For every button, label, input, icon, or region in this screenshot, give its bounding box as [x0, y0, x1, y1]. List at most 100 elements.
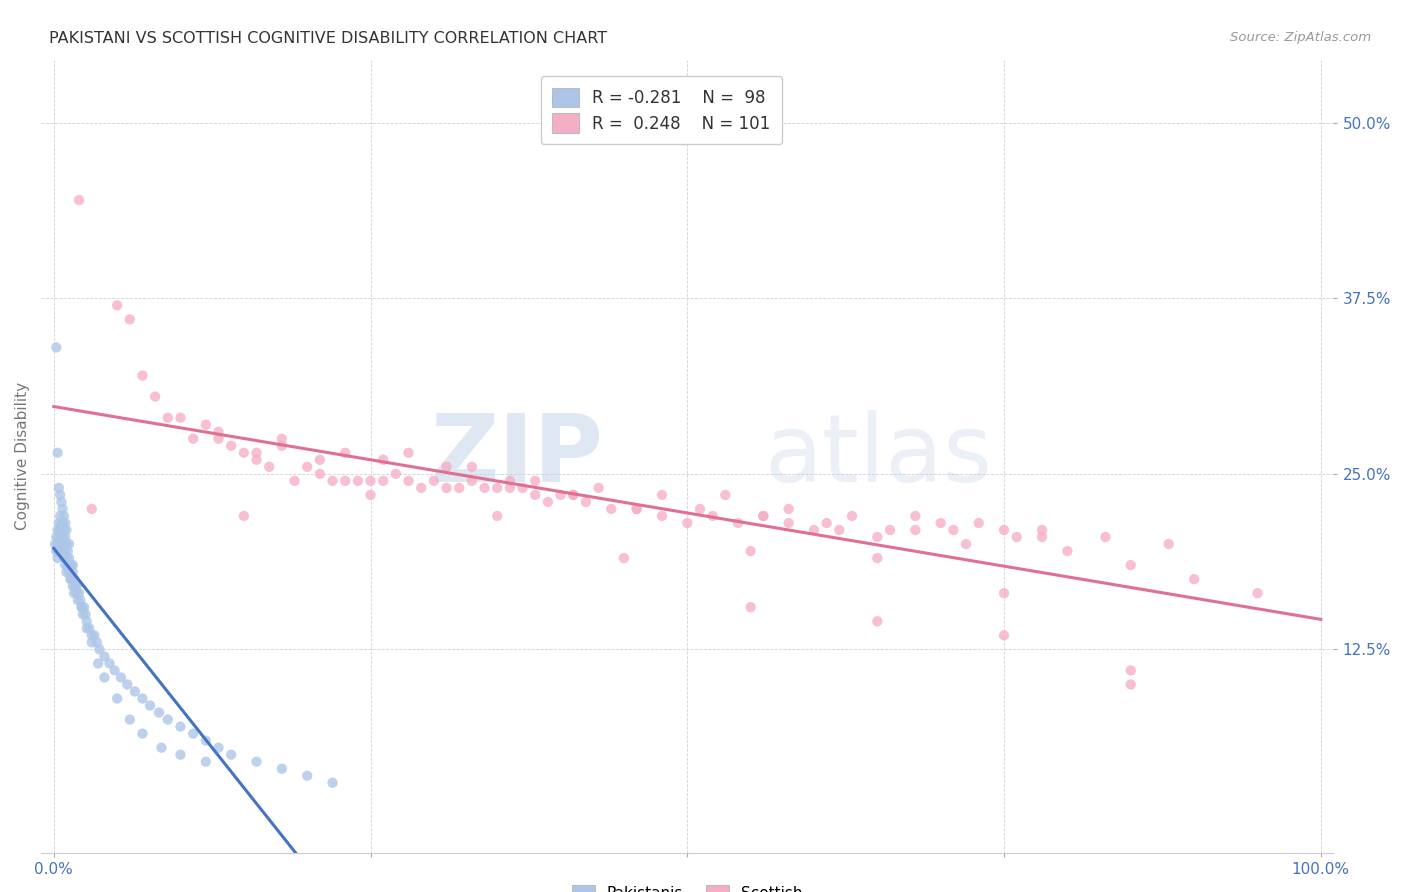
- Point: [181, 432, 204, 446]
- Point: [904, 508, 927, 523]
- Point: [143, 390, 166, 404]
- Point: [105, 298, 128, 312]
- Point: [373, 452, 395, 467]
- Point: [1246, 586, 1268, 600]
- Point: [93, 649, 115, 664]
- Point: [49, 523, 72, 537]
- Point: [56, 544, 79, 558]
- Point: [52, 530, 75, 544]
- Point: [169, 747, 191, 762]
- Point: [308, 452, 330, 467]
- Point: [48, 516, 70, 530]
- Point: [45, 341, 67, 355]
- Point: [63, 586, 86, 600]
- Point: [49, 537, 72, 551]
- Y-axis label: Cognitive Disability: Cognitive Disability: [15, 383, 30, 531]
- Point: [270, 439, 292, 453]
- Point: [398, 446, 420, 460]
- Point: [841, 508, 863, 523]
- Point: [46, 446, 69, 460]
- Point: [803, 523, 825, 537]
- Point: [207, 432, 229, 446]
- Point: [58, 565, 80, 579]
- Point: [398, 474, 420, 488]
- Point: [904, 523, 927, 537]
- Point: [270, 432, 292, 446]
- Point: [1094, 530, 1116, 544]
- Point: [295, 769, 318, 783]
- Point: [156, 410, 179, 425]
- Point: [219, 439, 242, 453]
- Point: [60, 572, 83, 586]
- Legend: Pakistanis, Scottish: Pakistanis, Scottish: [564, 877, 810, 892]
- Point: [436, 459, 458, 474]
- Point: [62, 558, 84, 573]
- Point: [73, 600, 96, 615]
- Point: [626, 502, 648, 516]
- Point: [752, 508, 775, 523]
- Point: [52, 516, 75, 530]
- Point: [49, 488, 72, 502]
- Point: [1119, 677, 1142, 691]
- Point: [207, 740, 229, 755]
- Point: [283, 474, 305, 488]
- Point: [69, 593, 91, 607]
- Text: atlas: atlas: [765, 410, 993, 502]
- Point: [245, 755, 267, 769]
- Point: [461, 474, 484, 488]
- Point: [308, 467, 330, 481]
- Point: [51, 530, 73, 544]
- Text: ZIP: ZIP: [430, 410, 603, 502]
- Point: [52, 551, 75, 566]
- Point: [866, 551, 889, 566]
- Point: [58, 551, 80, 566]
- Point: [613, 551, 636, 566]
- Point: [98, 657, 121, 671]
- Point: [474, 481, 496, 495]
- Point: [373, 474, 395, 488]
- Point: [360, 488, 382, 502]
- Point: [63, 572, 86, 586]
- Point: [110, 670, 132, 684]
- Point: [76, 615, 98, 629]
- Point: [449, 481, 471, 495]
- Point: [51, 495, 73, 509]
- Point: [52, 523, 75, 537]
- Point: [942, 523, 965, 537]
- Point: [59, 558, 82, 573]
- Point: [48, 481, 70, 495]
- Point: [562, 488, 585, 502]
- Point: [65, 579, 87, 593]
- Point: [117, 677, 139, 691]
- Point: [51, 544, 73, 558]
- Point: [1031, 530, 1053, 544]
- Point: [194, 733, 217, 747]
- Point: [65, 579, 87, 593]
- Point: [360, 474, 382, 488]
- Point: [139, 698, 162, 713]
- Point: [62, 565, 84, 579]
- Point: [499, 474, 522, 488]
- Point: [48, 530, 70, 544]
- Point: [59, 572, 82, 586]
- Point: [219, 747, 242, 762]
- Point: [45, 544, 67, 558]
- Point: [740, 544, 762, 558]
- Point: [486, 481, 509, 495]
- Point: [45, 530, 67, 544]
- Point: [524, 488, 547, 502]
- Point: [87, 657, 110, 671]
- Point: [232, 446, 254, 460]
- Point: [499, 481, 522, 495]
- Point: [993, 523, 1015, 537]
- Point: [62, 579, 84, 593]
- Point: [51, 516, 73, 530]
- Point: [67, 586, 90, 600]
- Point: [347, 474, 370, 488]
- Point: [156, 713, 179, 727]
- Point: [67, 193, 90, 207]
- Point: [1119, 664, 1142, 678]
- Point: [46, 523, 69, 537]
- Point: [118, 312, 141, 326]
- Point: [55, 537, 77, 551]
